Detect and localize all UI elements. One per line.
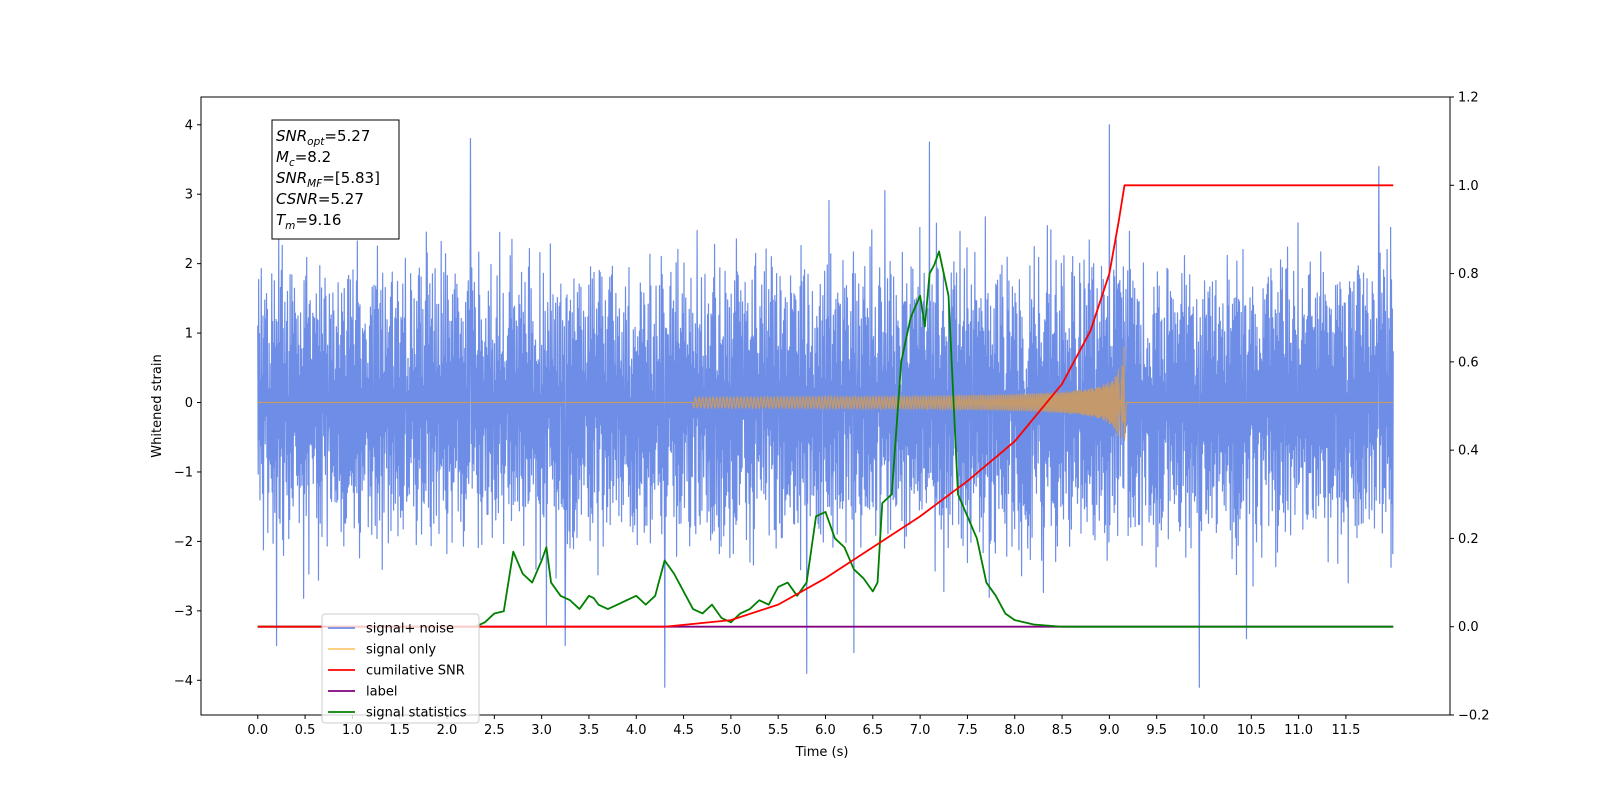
annotation-symbol: SNR <box>276 127 307 145</box>
annotation-symbol: M <box>276 148 289 166</box>
x-tick-label: 9.0 <box>1099 723 1120 738</box>
x-tick-label: 11.5 <box>1331 723 1360 738</box>
series-signal-noise <box>257 124 1394 688</box>
annotation-line: SNRopt=5.27 <box>276 127 370 148</box>
annotation-value: =8.2 <box>295 148 331 166</box>
x-tick-label: 4.0 <box>626 723 647 738</box>
annotation-symbol: T <box>276 211 287 229</box>
y-axis-label: Whitened strain <box>150 354 165 457</box>
annotation-symbol: SNR <box>276 169 307 187</box>
annotation-line: SNRMF=[5.83] <box>276 169 380 190</box>
legend-label: cumilative SNR <box>366 664 465 679</box>
x-tick-label: 1.0 <box>342 723 363 738</box>
x-axis: 0.0 0.5 1.0 1.5 2.0 2.5 3.0 3.5 4.0 4.5 5.0 5.5 6.0 6… <box>247 715 1360 738</box>
y-right-tick-label: 0.8 <box>1458 267 1479 282</box>
legend-label: label <box>366 685 397 700</box>
legend-label: signal+ noise <box>366 622 454 637</box>
x-tick-label: 6.5 <box>862 723 883 738</box>
x-tick-label: 3.0 <box>531 723 552 738</box>
x-tick-label: 7.5 <box>957 723 978 738</box>
annotation-subscript: opt <box>307 136 325 148</box>
y-right-tick-label: 0.4 <box>1458 444 1479 459</box>
annotation-line: CSNR=5.27 <box>276 190 364 208</box>
x-tick-label: 3.5 <box>579 723 600 738</box>
x-axis-label: Time (s) <box>795 745 849 760</box>
series-signal-statistics <box>257 250 1394 628</box>
y-axis-right: 1.2 1.0 0.8 0.6 0.4 0.2 0.0 −0.2 <box>1450 91 1490 724</box>
x-tick-label: 7.0 <box>910 723 931 738</box>
annotation-value: =5.27 <box>324 127 370 145</box>
x-tick-label: 5.0 <box>721 723 742 738</box>
annotation-symbol: CSNR <box>276 190 318 208</box>
x-tick-label: 10.0 <box>1190 723 1219 738</box>
y-right-tick-label: 1.2 <box>1458 91 1479 106</box>
annotation-value: =5.27 <box>318 190 364 208</box>
y-left-tick-label: −3 <box>174 604 193 619</box>
x-tick-label: 5.5 <box>768 723 789 738</box>
annotation-box: SNRopt=5.27Mc=8.2SNRMF=[5.83]CSNR=5.27Tm… <box>271 119 400 240</box>
annotation-value: =9.16 <box>295 211 341 229</box>
x-tick-label: 0.5 <box>295 723 316 738</box>
annotation-frame <box>271 119 400 240</box>
annotation-subscript: c <box>289 157 295 169</box>
y-left-tick-label: 4 <box>185 118 193 133</box>
legend-frame <box>321 613 480 724</box>
y-right-tick-label: 0.0 <box>1458 620 1479 635</box>
x-tick-label: 2.0 <box>437 723 458 738</box>
y-right-tick-label: 0.6 <box>1458 355 1479 370</box>
x-tick-label: 1.5 <box>389 723 410 738</box>
x-tick-label: 9.5 <box>1146 723 1167 738</box>
y-left-tick-label: −1 <box>174 465 193 480</box>
y-left-tick-label: −4 <box>174 674 193 689</box>
y-left-tick-label: 2 <box>185 257 193 272</box>
x-tick-label: 0.0 <box>247 723 268 738</box>
annotation-line: Mc=8.2 <box>276 148 331 169</box>
legend-label: signal only <box>366 643 436 658</box>
x-tick-label: 8.5 <box>1052 723 1073 738</box>
y-left-tick-label: −2 <box>174 535 193 550</box>
x-tick-label: 4.5 <box>673 723 694 738</box>
series-cumulative-snr <box>257 184 1394 628</box>
x-tick-label: 11.0 <box>1284 723 1313 738</box>
y-right-tick-label: −0.2 <box>1458 709 1490 724</box>
x-tick-label: 2.5 <box>484 723 505 738</box>
y-left-tick-label: 1 <box>185 327 193 342</box>
legend-label: signal statistics <box>366 706 467 721</box>
y-axis-left: 4 3 2 1 0 −1 −2 −3 −4 <box>174 118 201 689</box>
y-right-tick-label: 0.2 <box>1458 532 1479 547</box>
y-right-tick-label: 1.0 <box>1458 179 1479 194</box>
legend: signal+ noise signal only cumilative SNR la… <box>321 613 480 724</box>
annotation-line: Tm=9.16 <box>276 211 341 232</box>
y-left-tick-label: 3 <box>185 188 193 203</box>
annotation-value: =[5.83] <box>322 169 380 187</box>
series-signal-only <box>257 346 1394 441</box>
x-tick-label: 8.0 <box>1004 723 1025 738</box>
annotation-subscript: m <box>285 220 295 232</box>
x-tick-label: 6.0 <box>815 723 836 738</box>
annotation-subscript: MF <box>307 178 323 190</box>
y-left-tick-label: 0 <box>185 396 193 411</box>
x-tick-label: 10.5 <box>1237 723 1266 738</box>
